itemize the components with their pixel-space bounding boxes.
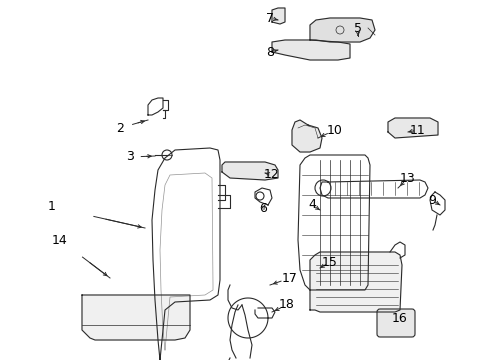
Text: 4: 4 — [307, 198, 315, 211]
Text: 13: 13 — [399, 171, 415, 184]
Text: 15: 15 — [322, 256, 337, 269]
Text: 7: 7 — [265, 12, 273, 24]
Text: 18: 18 — [279, 298, 294, 311]
Text: 8: 8 — [265, 45, 273, 58]
Text: 11: 11 — [409, 123, 425, 136]
Text: 10: 10 — [326, 123, 342, 136]
Polygon shape — [82, 295, 190, 340]
Polygon shape — [271, 8, 285, 24]
Polygon shape — [271, 40, 349, 60]
Polygon shape — [309, 18, 374, 42]
Polygon shape — [309, 252, 401, 312]
Text: 6: 6 — [259, 202, 266, 215]
Text: 12: 12 — [264, 168, 279, 181]
Polygon shape — [222, 162, 278, 180]
Text: 14: 14 — [52, 234, 68, 247]
Text: 9: 9 — [427, 194, 435, 207]
Text: 3: 3 — [126, 150, 134, 163]
Text: 17: 17 — [282, 271, 297, 284]
Text: 2: 2 — [116, 122, 123, 135]
FancyBboxPatch shape — [376, 309, 414, 337]
Polygon shape — [291, 120, 321, 152]
Polygon shape — [387, 118, 437, 138]
Text: 1: 1 — [48, 201, 56, 213]
Text: 5: 5 — [353, 22, 361, 35]
Text: 16: 16 — [391, 311, 407, 324]
